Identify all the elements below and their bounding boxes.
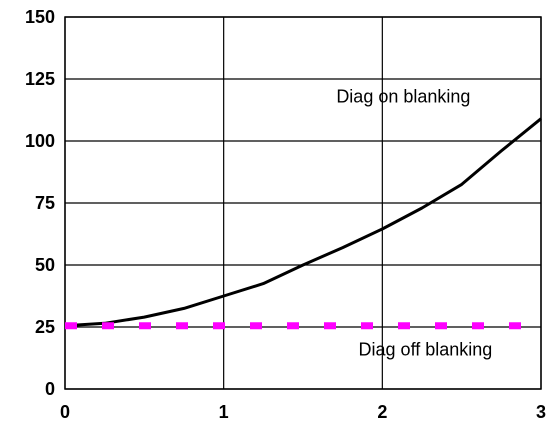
y-tick-label: 125 [25,69,55,89]
series-line-solid [64,117,542,328]
x-tick-label: 3 [536,402,546,422]
y-tick-label: 25 [35,317,55,337]
y-tick-label: 0 [45,379,55,399]
annotation-diag-on: Diag on blanking [336,87,470,107]
plot-area-border [64,16,542,390]
x-tick-label: 2 [377,402,387,422]
series-layer [64,117,542,330]
y-tick-label: 150 [25,7,55,27]
y-tick-label: 75 [35,193,55,213]
x-axis-tick-labels: 0 1 2 3 [60,402,546,422]
y-tick-label: 50 [35,255,55,275]
annotation-diag-off: Diag off blanking [359,340,493,360]
y-axis-tick-labels: 0 25 50 75 100 125 150 [25,7,55,399]
y-tick-label: 100 [25,131,55,151]
grid-lines [64,16,542,390]
x-tick-label: 1 [219,402,229,422]
x-tick-label: 0 [60,402,70,422]
